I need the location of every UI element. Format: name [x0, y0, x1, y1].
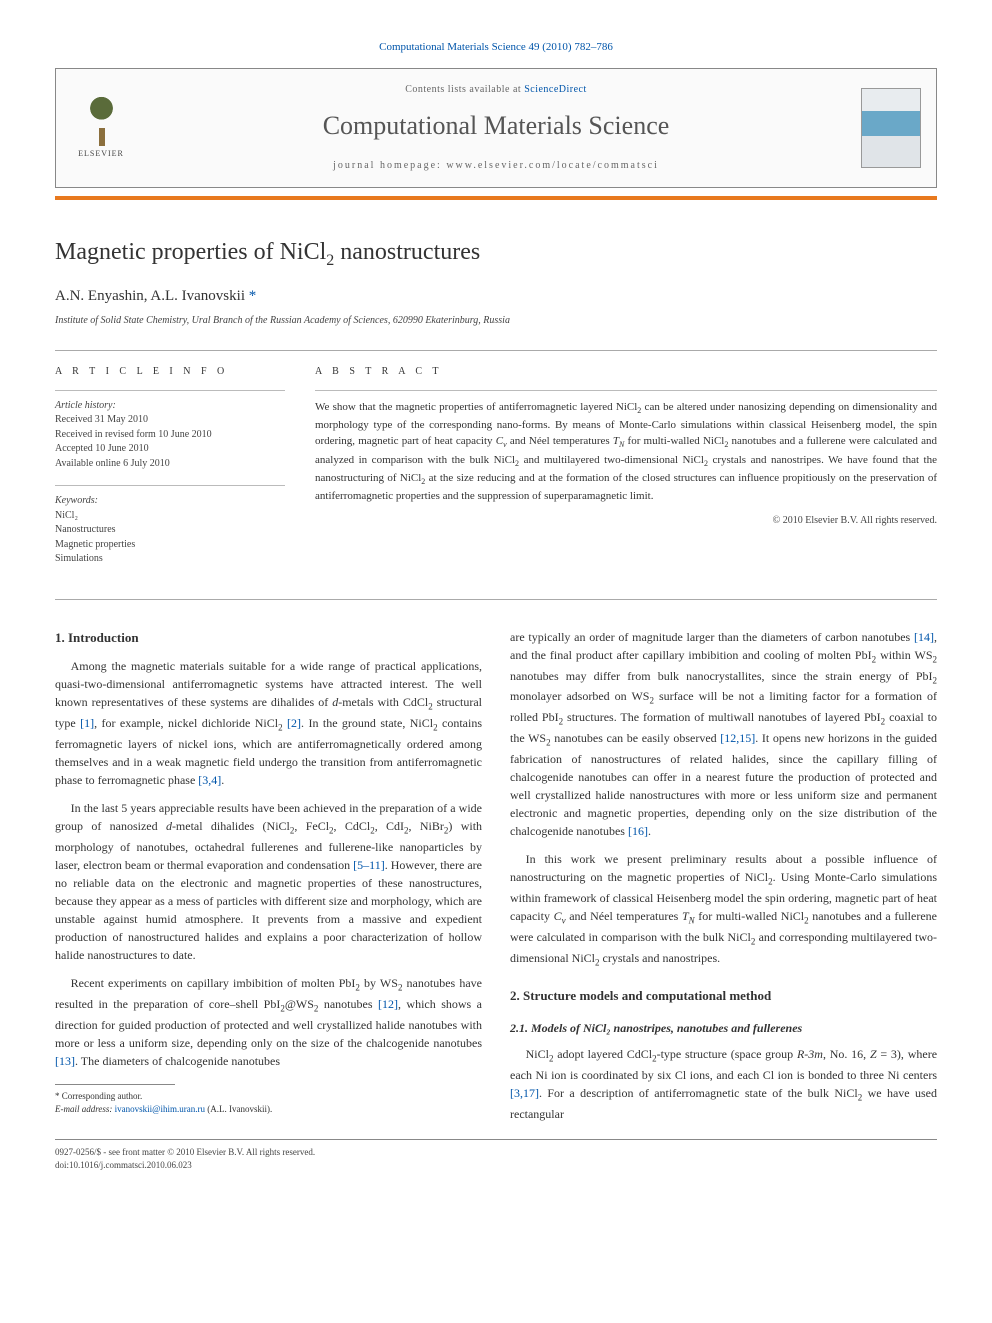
history-item: Available online 6 July 2010 [55, 457, 285, 472]
keyword-item: Nanostructures [55, 523, 285, 538]
journal-reference: Computational Materials Science 49 (2010… [55, 40, 937, 56]
section-heading: 1. Introduction [55, 628, 482, 648]
front-matter-line: 0927-0256/$ - see front matter © 2010 El… [55, 1146, 315, 1159]
author-email-link[interactable]: ivanovskii@ihim.uran.ru [115, 1104, 205, 1114]
body-paragraph: are typically an order of magnitude larg… [510, 628, 937, 840]
contents-line: Contents lists available at ScienceDirec… [405, 83, 587, 98]
elsevier-tree-icon [79, 96, 124, 146]
publisher-logo: ELSEVIER [56, 69, 146, 187]
section-heading: 2. Structure models and computational me… [510, 986, 937, 1006]
journal-header: ELSEVIER Contents lists available at Sci… [55, 68, 937, 188]
journal-ref-link[interactable]: Computational Materials Science 49 (2010… [379, 41, 613, 53]
accent-bar [55, 196, 937, 200]
history-item: Accepted 10 June 2010 [55, 442, 285, 457]
article-info-heading: A R T I C L E I N F O [55, 365, 285, 380]
subsection-heading: 2.1. Models of NiCl₂ nanostripes, nanotu… [510, 1019, 937, 1037]
body-paragraph: NiCl2 adopt layered CdCl2-type structure… [510, 1045, 937, 1123]
footnote-separator [55, 1084, 175, 1085]
page-footer: 0927-0256/$ - see front matter © 2010 El… [55, 1139, 937, 1172]
body-paragraph: In this work we present preliminary resu… [510, 850, 937, 970]
body-paragraph: Among the magnetic materials suitable fo… [55, 657, 482, 789]
keyword-item: Magnetic properties [55, 538, 285, 553]
keywords-label: Keywords: [55, 494, 285, 509]
abstract-heading: A B S T R A C T [315, 365, 937, 380]
sciencedirect-link[interactable]: ScienceDirect [524, 84, 587, 95]
history-item: Received in revised form 10 June 2010 [55, 428, 285, 443]
homepage-prefix: journal homepage: [333, 160, 446, 171]
email-label: E-mail address: [55, 1104, 112, 1114]
doi-line: doi:10.1016/j.commatsci.2010.06.023 [55, 1159, 315, 1172]
keyword-item: NiCl₂ [55, 509, 285, 524]
body-paragraph: Recent experiments on capillary imbibiti… [55, 974, 482, 1070]
body-columns: 1. Introduction Among the magnetic mater… [55, 628, 937, 1125]
cover-thumbnail-icon [861, 88, 921, 168]
authors: A.N. Enyashin, A.L. Ivanovskii * [55, 286, 937, 308]
homepage-line: journal homepage: www.elsevier.com/locat… [333, 159, 659, 174]
abstract-copyright: © 2010 Elsevier B.V. All rights reserved… [315, 514, 937, 529]
history-label: Article history: [55, 399, 285, 414]
body-paragraph: In the last 5 years appreciable results … [55, 799, 482, 964]
email-suffix: (A.L. Ivanovskii). [207, 1104, 272, 1114]
contents-prefix: Contents lists available at [405, 84, 524, 95]
email-line: E-mail address: ivanovskii@ihim.uran.ru … [55, 1103, 482, 1117]
corresponding-author: * Corresponding author. [55, 1090, 482, 1104]
homepage-url: www.elsevier.com/locate/commatsci [446, 160, 659, 171]
affiliation: Institute of Solid State Chemistry, Ural… [55, 314, 937, 329]
journal-name: Computational Materials Science [323, 107, 670, 145]
journal-cover [846, 69, 936, 187]
article-title: Magnetic properties of NiCl2 nanostructu… [55, 235, 937, 272]
abstract-text: We show that the magnetic properties of … [315, 399, 937, 505]
history-item: Received 31 May 2010 [55, 413, 285, 428]
keyword-item: Simulations [55, 552, 285, 567]
publisher-name: ELSEVIER [78, 148, 124, 160]
